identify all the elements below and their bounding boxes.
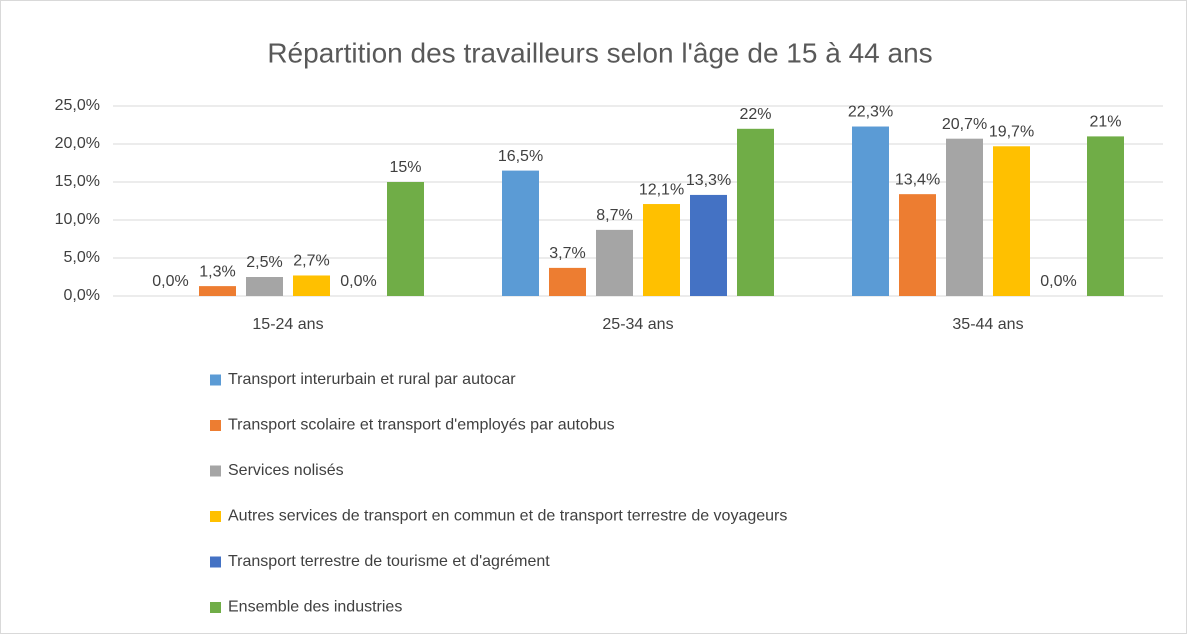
legend-swatch bbox=[210, 602, 221, 613]
bar bbox=[199, 286, 236, 296]
bar bbox=[596, 229, 633, 296]
bar bbox=[549, 267, 586, 296]
data-label: 13,3% bbox=[686, 172, 731, 189]
data-label: 0,0% bbox=[1040, 273, 1076, 290]
bar bbox=[1087, 136, 1124, 296]
legend-swatch bbox=[210, 420, 221, 431]
data-label: 16,5% bbox=[498, 148, 543, 165]
data-label: 19,7% bbox=[989, 123, 1034, 140]
y-tick-label: 20,0% bbox=[55, 135, 100, 152]
y-tick-label: 0,0% bbox=[64, 287, 100, 304]
bar bbox=[387, 182, 424, 296]
x-tick-label: 15-24 ans bbox=[252, 316, 323, 333]
legend-label: Transport terrestre de tourisme et d'agr… bbox=[228, 553, 550, 570]
chart-title: Répartition des travailleurs selon l'âge… bbox=[267, 37, 932, 68]
data-label: 0,0% bbox=[340, 273, 376, 290]
legend-label: Ensemble des industries bbox=[228, 599, 402, 616]
bar bbox=[946, 138, 983, 296]
bar bbox=[993, 146, 1030, 296]
data-label: 15% bbox=[389, 159, 421, 176]
bar bbox=[690, 194, 727, 296]
bar bbox=[293, 275, 330, 296]
data-label: 1,3% bbox=[199, 263, 235, 280]
x-tick-label: 35-44 ans bbox=[952, 316, 1023, 333]
data-label: 8,7% bbox=[596, 207, 632, 224]
legend-swatch bbox=[210, 465, 221, 477]
bar bbox=[737, 128, 774, 296]
legend-label: Services nolisés bbox=[228, 462, 344, 479]
data-label: 2,5% bbox=[246, 254, 282, 271]
data-label: 21% bbox=[1089, 114, 1121, 131]
bar bbox=[852, 126, 889, 297]
bar bbox=[899, 194, 936, 296]
y-tick-label: 25,0% bbox=[55, 97, 100, 114]
x-tick-label: 25-34 ans bbox=[602, 316, 673, 333]
data-label: 20,7% bbox=[942, 116, 987, 133]
data-label: 13,4% bbox=[895, 171, 940, 188]
y-tick-label: 5,0% bbox=[64, 249, 100, 266]
data-label: 12,1% bbox=[639, 181, 684, 198]
legend-label: Transport scolaire et transport d'employ… bbox=[228, 417, 615, 434]
y-tick-label: 15,0% bbox=[55, 173, 100, 190]
y-tick-label: 10,0% bbox=[55, 211, 100, 228]
data-label: 22% bbox=[739, 106, 771, 123]
data-label: 22,3% bbox=[848, 104, 893, 121]
legend-swatch bbox=[210, 511, 221, 522]
bar bbox=[246, 277, 283, 296]
data-label: 0,0% bbox=[152, 273, 188, 290]
data-label: 3,7% bbox=[549, 245, 585, 262]
legend-swatch bbox=[210, 556, 221, 568]
legend-swatch bbox=[210, 374, 221, 386]
bar bbox=[643, 204, 680, 296]
legend-label: Transport interurbain et rural par autoc… bbox=[228, 371, 516, 388]
data-label: 2,7% bbox=[293, 253, 329, 270]
legend-label: Autres services de transport en commun e… bbox=[228, 508, 787, 525]
bar bbox=[502, 170, 539, 296]
